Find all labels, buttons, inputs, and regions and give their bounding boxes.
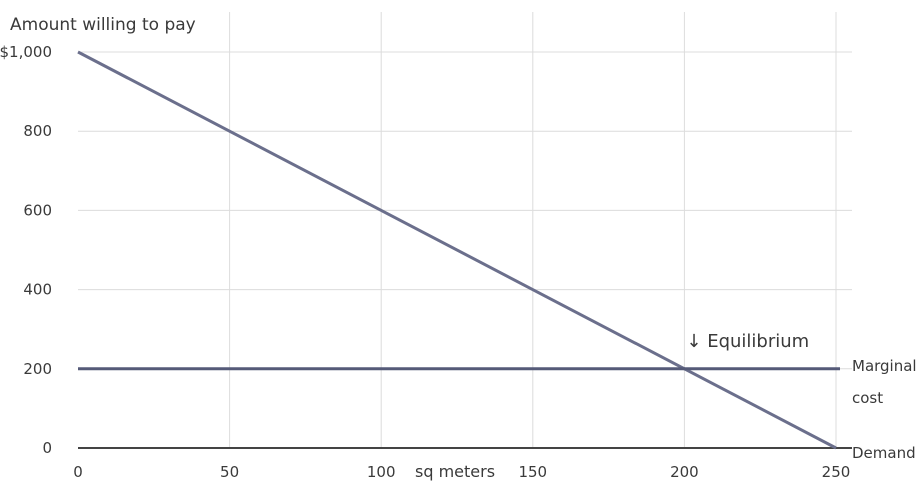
series-labels: Marginal cost Demand <box>852 357 917 462</box>
y-tick-label: 600 <box>23 201 52 219</box>
y-tick-label: 400 <box>23 281 52 299</box>
x-tick-label: 200 <box>670 463 699 481</box>
y-tick-label: 0 <box>42 439 52 457</box>
y-axis-label: Amount willing to pay <box>10 15 196 35</box>
x-tick-label: 250 <box>822 463 851 481</box>
demand-line <box>77 50 837 450</box>
x-axis-label: sq meters <box>415 462 495 481</box>
x-tick-label: 100 <box>367 463 396 481</box>
tick-labels: 0 50 100 150 200 250 0 200 400 600 800 $1,000 <box>0 43 850 481</box>
y-tick-label: 800 <box>23 122 52 140</box>
series-lines <box>77 50 840 450</box>
grid <box>78 12 852 448</box>
marginal-cost-label-line2: cost <box>852 389 883 407</box>
x-tick-label: 150 <box>518 463 547 481</box>
x-tick-label: 50 <box>220 463 239 481</box>
demand-label: Demand <box>852 444 916 462</box>
y-tick-label: $1,000 <box>0 43 52 61</box>
marginal-cost-label-line1: Marginal <box>852 357 917 375</box>
x-tick-label: 0 <box>73 463 83 481</box>
annotations: ↓ Equilibrium <box>686 331 809 352</box>
y-tick-label: 200 <box>23 360 52 378</box>
equilibrium-annotation: ↓ Equilibrium <box>686 331 809 352</box>
